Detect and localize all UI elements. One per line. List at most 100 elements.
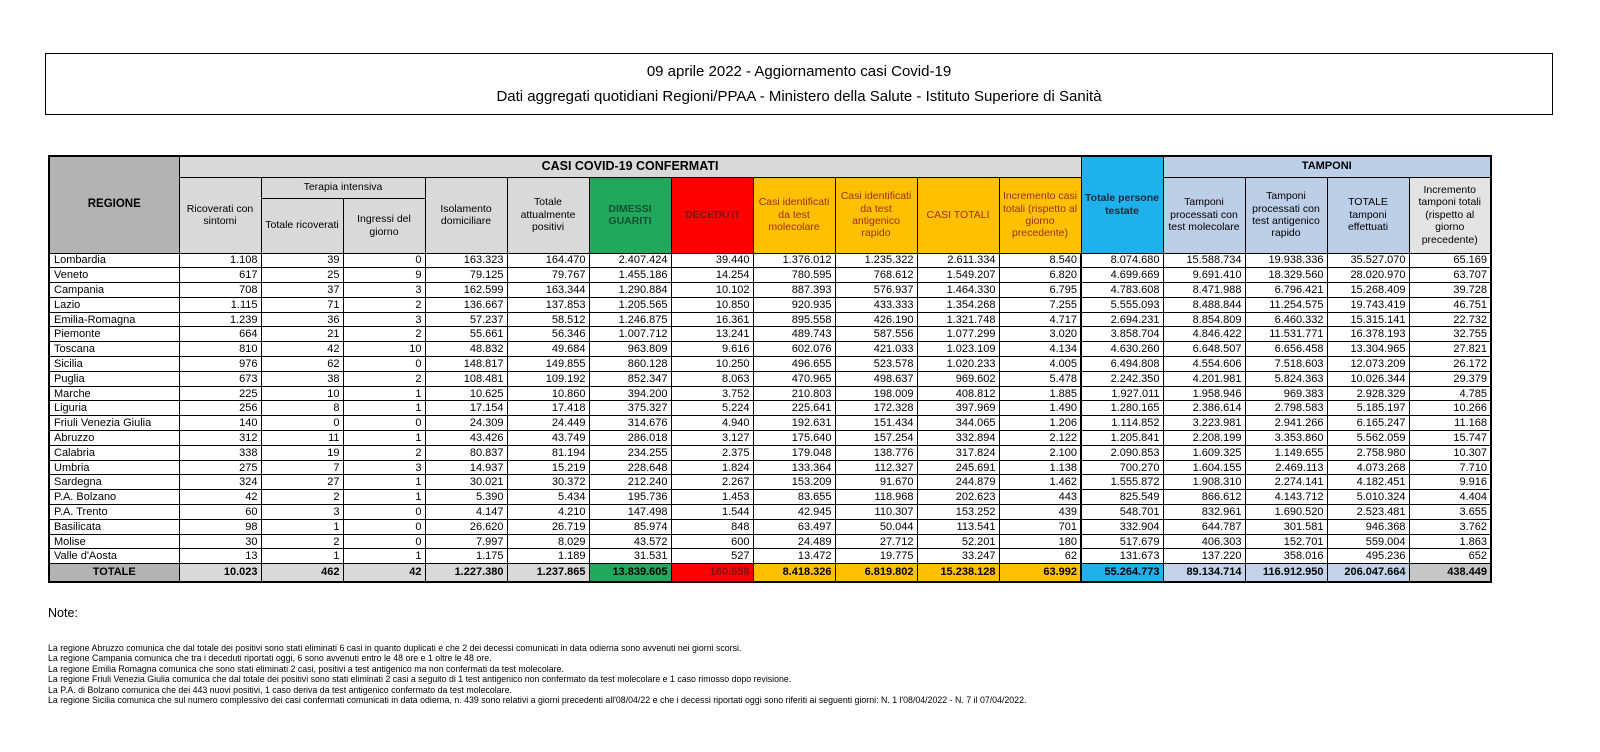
value-cell: 10.102 — [670, 282, 754, 298]
value-cell: 332.894 — [916, 430, 1000, 446]
value-cell: 26.172 — [1408, 356, 1492, 372]
value-cell: 4.147 — [424, 504, 508, 520]
value-cell: 1.958.946 — [1162, 385, 1246, 402]
value-cell: 1.205.565 — [588, 296, 672, 313]
value-cell: 4.630.260 — [1080, 341, 1164, 358]
region-name: Sardegna — [48, 474, 180, 491]
table-body: Lombardia 1.108 39 0 163.323 164.470 2.407.424… — [48, 252, 1492, 565]
table-row: P.A. Trento 60 3 0 4.147 4.210 147.498 1.544 42.… — [48, 504, 1492, 520]
region-name: Molise — [48, 533, 180, 550]
value-cell: 4.783.608 — [1080, 282, 1164, 298]
value-cell: 1.376.012 — [752, 252, 836, 269]
value-cell: 19.938.336 — [1244, 252, 1328, 269]
value-cell: 10 — [342, 341, 426, 358]
value-cell: 11.168 — [1408, 415, 1492, 432]
value-cell: 9.916 — [1408, 474, 1492, 491]
header-banner-tamponi: TAMPONI — [1162, 155, 1492, 178]
value-cell: 0 — [342, 518, 426, 535]
value-cell: 2 — [342, 370, 426, 387]
value-cell: 1.453 — [670, 489, 754, 506]
header-incremento-tamponi-totali: Incremento tamponi totali (rispetto al g… — [1408, 176, 1492, 254]
value-cell: 19 — [260, 444, 344, 461]
value-cell: 36 — [260, 311, 344, 328]
value-cell: 0 — [342, 533, 426, 550]
value-cell: 1.604.155 — [1162, 459, 1246, 476]
value-cell: 2.208.199 — [1162, 430, 1246, 446]
value-cell: 112.327 — [834, 459, 918, 476]
value-cell: 848 — [670, 518, 754, 535]
value-cell: 1.175 — [424, 548, 508, 565]
header-banner-casi-confermati: CASI COVID-19 CONFERMATI — [178, 155, 1082, 178]
value-cell: 4.201.981 — [1162, 370, 1246, 387]
value-cell: 426.190 — [834, 311, 918, 328]
value-cell: 5.434 — [506, 489, 590, 506]
value-cell: 1.205.841 — [1080, 430, 1164, 446]
value-cell: 42.945 — [752, 504, 836, 520]
region-name: Basilicata — [48, 518, 180, 535]
value-cell: 2.611.334 — [916, 252, 1000, 269]
value-cell: 3.752 — [670, 385, 754, 402]
region-name: P.A. Bolzano — [48, 489, 180, 506]
value-cell: 3.223.981 — [1162, 415, 1246, 432]
value-cell: 7.518.603 — [1244, 356, 1328, 372]
value-cell: 244.879 — [916, 474, 1000, 491]
value-cell: 1.206 — [998, 415, 1082, 432]
value-cell: 163.323 — [424, 252, 508, 269]
value-cell: 1.549.207 — [916, 267, 1000, 284]
value-cell: 2.267 — [670, 474, 754, 491]
header-totale-attualmente-positivi: Totale attualmente positivi — [506, 176, 590, 254]
value-cell: 4.717 — [998, 311, 1082, 328]
value-cell: 2.242.350 — [1080, 370, 1164, 387]
value-cell: 39.728 — [1408, 282, 1492, 298]
value-cell: 1.020.233 — [916, 356, 1000, 372]
value-cell: 1.321.748 — [916, 311, 1000, 328]
value-cell: 8.471.988 — [1162, 282, 1246, 298]
value-cell: 10.026.344 — [1326, 370, 1410, 387]
value-cell: 80.837 — [424, 444, 508, 461]
value-cell: 314.676 — [588, 415, 672, 432]
value-cell: 71 — [260, 296, 344, 313]
value-cell: 57.237 — [424, 311, 508, 328]
value-cell: 4.699.669 — [1080, 267, 1164, 284]
value-cell: 1.114.852 — [1080, 415, 1164, 432]
value-cell: 1 — [342, 489, 426, 506]
value-cell: 26.620 — [424, 518, 508, 535]
value-cell: 8.029 — [506, 533, 590, 550]
value-cell: 963.809 — [588, 341, 672, 358]
value-cell: 63.707 — [1408, 267, 1492, 284]
value-cell: 24.489 — [752, 533, 836, 550]
value-cell: 1.149.655 — [1244, 444, 1328, 461]
value-cell: 15.268.409 — [1326, 282, 1410, 298]
value-cell: 1 — [260, 548, 344, 565]
value-cell: 4.073.268 — [1326, 459, 1410, 476]
region-name: Valle d'Aosta — [48, 548, 180, 565]
value-cell: 617 — [178, 267, 262, 284]
value-cell: 27 — [260, 474, 344, 491]
value-cell: 17.418 — [506, 400, 590, 417]
report-title: 09 aprile 2022 - Aggiornamento casi Covi… — [45, 53, 1553, 115]
value-cell: 3 — [342, 282, 426, 298]
region-name: Puglia — [48, 370, 180, 387]
value-cell: 8.854.809 — [1162, 311, 1246, 328]
value-cell: 1.824 — [670, 459, 754, 476]
table-row: Puglia 673 38 2 108.481 109.192 852.347 8.063 47… — [48, 370, 1492, 387]
value-cell: 0 — [342, 504, 426, 520]
table-row: Liguria 256 8 1 17.154 17.418 375.327 5.224 225.… — [48, 400, 1492, 417]
value-cell: 30.021 — [424, 474, 508, 491]
region-name: Lazio — [48, 296, 180, 313]
value-cell: 110.307 — [834, 504, 918, 520]
value-cell: 2.523.481 — [1326, 504, 1410, 520]
value-cell: 7 — [260, 459, 344, 476]
value-cell: 920.935 — [752, 296, 836, 313]
value-cell: 433.333 — [834, 296, 918, 313]
value-cell: 5.555.093 — [1080, 296, 1164, 313]
value-cell: 866.612 — [1162, 489, 1246, 506]
value-cell: 14.254 — [670, 267, 754, 284]
value-cell: 29.379 — [1408, 370, 1492, 387]
totale-value-cell: 89.134.714 — [1162, 563, 1246, 583]
value-cell: 228.648 — [588, 459, 672, 476]
value-cell: 62 — [260, 356, 344, 372]
value-cell: 969.602 — [916, 370, 1000, 387]
value-cell: 7.710 — [1408, 459, 1492, 476]
value-cell: 49.684 — [506, 341, 590, 358]
